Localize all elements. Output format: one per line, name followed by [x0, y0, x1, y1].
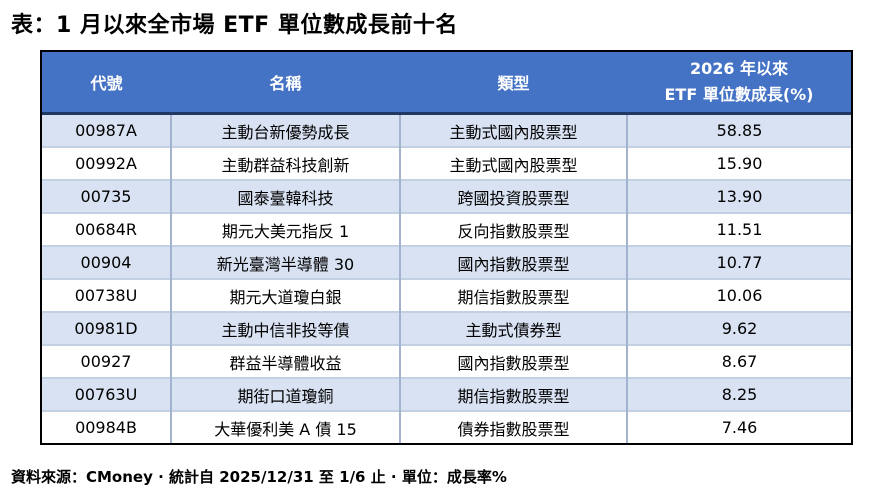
cell-growth: 9.62	[626, 311, 851, 345]
cell-name: 群益半導體收益	[170, 344, 400, 378]
cell-growth: 8.67	[626, 344, 851, 378]
cell-code: 00984B	[42, 410, 171, 443]
cell-code: 00763U	[42, 377, 171, 411]
page-title: 表：1 月以來全市場 ETF 單位數成長前十名	[11, 13, 458, 38]
cell-growth: 10.06	[626, 278, 851, 312]
cell-name: 期元大美元指反 1	[170, 212, 400, 246]
cell-growth: 13.90	[626, 179, 851, 213]
cell-code: 00992A	[42, 146, 171, 180]
cell-growth: 8.25	[626, 377, 851, 411]
table-row: 00904 新光臺灣半導體 30 國內指數股票型 10.77	[42, 245, 851, 279]
table-row: 00684R 期元大美元指反 1 反向指數股票型 11.51	[42, 212, 851, 246]
etf-growth-table-grid: 代號 名稱 類型 2026 年以來 ETF 單位數成長(%) 00987A 主動…	[42, 52, 851, 443]
cell-code: 00735	[42, 179, 171, 213]
cell-growth: 15.90	[626, 146, 851, 180]
cell-growth: 10.77	[626, 245, 851, 279]
column-header-growth: 2026 年以來 ETF 單位數成長(%)	[627, 52, 851, 115]
cell-code: 00981D	[42, 311, 171, 345]
cell-type: 跨國投資股票型	[399, 179, 627, 213]
table-row: 00992A 主動群益科技創新 主動式國內股票型 15.90	[42, 146, 851, 180]
source-note: 資料來源：CMoney · 統計自 2025/12/31 至 1/6 止 · 單…	[11, 468, 507, 486]
cell-code: 00738U	[42, 278, 171, 312]
cell-growth: 58.85	[626, 112, 851, 147]
cell-type: 反向指數股票型	[399, 212, 627, 246]
table-row: 00927 群益半導體收益 國內指數股票型 8.67	[42, 344, 851, 378]
column-header-name: 名稱	[171, 52, 400, 115]
cell-code: 00927	[42, 344, 171, 378]
cell-type: 期信指數股票型	[399, 377, 627, 411]
table-row: 00981D 主動中信非投等債 主動式債券型 9.62	[42, 311, 851, 345]
cell-growth: 11.51	[626, 212, 851, 246]
cell-type: 主動式債券型	[399, 311, 627, 345]
cell-name: 期街口道瓊銅	[170, 377, 400, 411]
table-row: 00763U 期街口道瓊銅 期信指數股票型 8.25	[42, 377, 851, 411]
table-header-row: 代號 名稱 類型 2026 年以來 ETF 單位數成長(%)	[42, 52, 851, 115]
table-row: 00735 國泰臺韓科技 跨國投資股票型 13.90	[42, 179, 851, 213]
table-row: 00987A 主動台新優勢成長 主動式國內股票型 58.85	[42, 112, 851, 147]
cell-type: 期信指數股票型	[399, 278, 627, 312]
column-header-code: 代號	[42, 52, 171, 115]
column-header-growth-line1: 2026 年以來	[689, 58, 789, 78]
table-row: 00738U 期元大道瓊白銀 期信指數股票型 10.06	[42, 278, 851, 312]
cell-type: 主動式國內股票型	[399, 146, 627, 180]
cell-name: 主動台新優勢成長	[170, 112, 400, 147]
column-header-type: 類型	[400, 52, 627, 115]
cell-name: 新光臺灣半導體 30	[170, 245, 400, 279]
cell-code: 00904	[42, 245, 171, 279]
cell-type: 債券指數股票型	[399, 410, 627, 443]
cell-growth: 7.46	[626, 410, 851, 443]
cell-code: 00987A	[42, 112, 171, 147]
cell-code: 00684R	[42, 212, 171, 246]
cell-type: 國內指數股票型	[399, 344, 627, 378]
cell-name: 期元大道瓊白銀	[170, 278, 400, 312]
cell-type: 主動式國內股票型	[399, 112, 627, 147]
cell-type: 國內指數股票型	[399, 245, 627, 279]
column-header-growth-line2: ETF 單位數成長(%)	[664, 85, 814, 104]
cell-name: 大華優利美 A 債 15	[170, 410, 400, 443]
table-row: 00984B 大華優利美 A 債 15 債券指數股票型 7.46	[42, 410, 851, 443]
cell-name: 主動中信非投等債	[170, 311, 400, 345]
cell-name: 主動群益科技創新	[170, 146, 400, 180]
cell-name: 國泰臺韓科技	[170, 179, 400, 213]
etf-growth-table: 代號 名稱 類型 2026 年以來 ETF 單位數成長(%) 00987A 主動…	[40, 50, 853, 445]
